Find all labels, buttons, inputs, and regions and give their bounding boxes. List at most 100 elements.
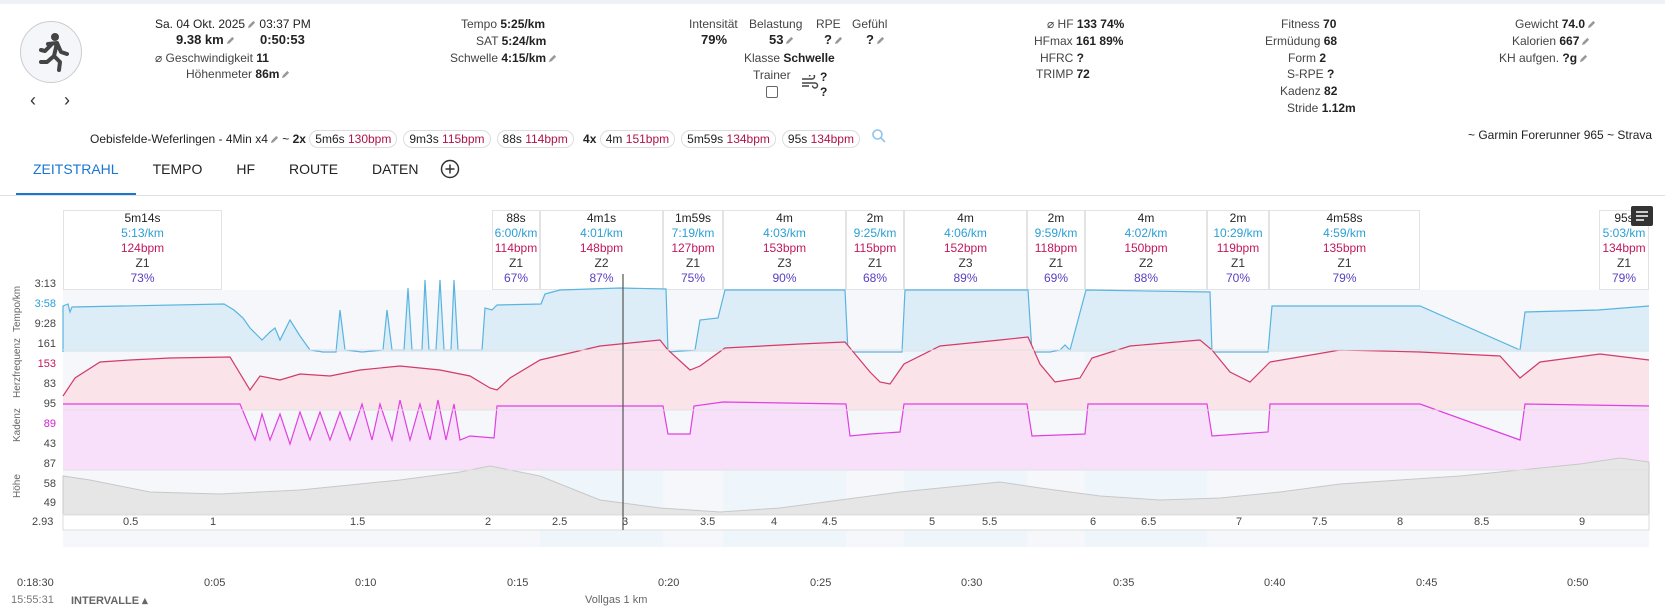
rpe-label: RPE: [816, 17, 841, 31]
altitude-tick: 49: [43, 497, 56, 509]
km-tick: 7: [1236, 516, 1243, 528]
previous-activity-button[interactable]: ‹: [30, 90, 36, 110]
km-tick: 4: [771, 516, 778, 528]
km-tick: 3: [622, 516, 629, 528]
tempo-tick: 9:28: [34, 318, 56, 330]
tempo-axis-title: Tempo/km: [12, 285, 23, 332]
cadence-graph: [63, 399, 1650, 470]
interval-tag[interactable]: 5m59s 134bpm: [681, 130, 776, 148]
edit-pencil-icon[interactable]: [876, 36, 885, 45]
tempo-area: [63, 280, 1649, 352]
km-tick: 1.5: [350, 516, 366, 528]
altitude-tick: 87: [43, 458, 56, 470]
time-tick: 0:20: [658, 577, 680, 589]
add-tab-icon[interactable]: [439, 158, 461, 180]
hf-axis-title: Herzfrequenz: [12, 337, 23, 398]
intervals-toggle[interactable]: INTERVALLE ▴: [71, 595, 148, 607]
cadence-line: [63, 399, 1650, 446]
interval-card[interactable]: 2m 10:29/km 119bpm Z1 70%: [1207, 210, 1269, 290]
class-row: Klasse Schwelle: [744, 51, 835, 65]
time-tick: 0:05: [204, 577, 226, 589]
clock-time: 15:55:31: [11, 594, 54, 606]
altitude-graph: [62, 457, 1650, 515]
band-divider: [63, 349, 1649, 515]
rpe-value[interactable]: ?: [824, 32, 843, 47]
trimp-row: TRIMP 72: [1036, 67, 1090, 81]
tab-zeitstrahl[interactable]: ZEITSTRAHL: [16, 158, 136, 195]
intensity-label: Intensität: [689, 17, 738, 31]
activity-type-avatar[interactable]: [20, 21, 82, 83]
hf-row: ⌀ HF 133 74%: [1047, 17, 1125, 31]
stride-row: Stride 1.12m: [1287, 101, 1356, 115]
time-start: 0:18:30: [17, 577, 54, 589]
activity-summary-row: Oebisfelde-Weferlingen - 4Min x4 ~ 2x 5m…: [90, 130, 866, 148]
hf-line: [62, 336, 1650, 397]
tab-daten[interactable]: DATEN: [372, 161, 419, 177]
hf-tick: 153: [37, 358, 56, 370]
interval-tag[interactable]: 5m6s 130bpm: [309, 130, 398, 148]
edit-pencil-icon[interactable]: [226, 36, 235, 45]
interval-card[interactable]: 4m 4:02/km 150bpm Z2 88%: [1085, 210, 1207, 290]
distance-value: 9.38 km: [176, 32, 235, 47]
edit-pencil-icon[interactable]: [834, 36, 843, 45]
interval-card[interactable]: 4m 4:06/km 152bpm Z3 89%: [904, 210, 1027, 290]
interval-tag[interactable]: 9m3s 115bpm: [403, 130, 491, 148]
running-icon: [39, 33, 69, 72]
duration-value: 0:50:53: [260, 32, 305, 47]
tab-hf[interactable]: HF: [236, 161, 256, 177]
interval-card[interactable]: 88s 6:00/km 114bpm Z1 67%: [492, 210, 540, 290]
hf-graph: [62, 336, 1650, 410]
tab-tempo[interactable]: TEMPO: [152, 161, 203, 177]
timeline-graphs[interactable]: [0, 200, 1665, 608]
edit-pencil-icon[interactable]: [281, 70, 290, 79]
hf-tick: 83: [43, 378, 56, 390]
km-tick: 9: [1579, 516, 1586, 528]
interval-card[interactable]: 2m 9:59/km 118bpm Z1 69%: [1027, 210, 1085, 290]
km-tick: 3.5: [700, 516, 716, 528]
interval-tag[interactable]: 88s 114bpm: [496, 130, 574, 148]
device-source[interactable]: ~ Garmin Forerunner 965 ~ Strava: [1468, 128, 1653, 142]
tab-bar: ZEITSTRAHL TEMPO HF ROUTE DATEN: [16, 158, 461, 196]
interval-card[interactable]: 4m58s 4:59/km 135bpm Z1 79%: [1269, 210, 1420, 290]
sat-row: SAT 5:24/km: [476, 34, 547, 48]
edit-pencil-icon[interactable]: [247, 20, 256, 29]
tab-route[interactable]: ROUTE: [289, 161, 339, 177]
edit-pencil-icon[interactable]: [270, 135, 279, 144]
activity-name[interactable]: Oebisfelde-Weferlingen - 4Min x4: [90, 132, 268, 146]
edit-pencil-icon[interactable]: [1587, 20, 1596, 29]
calories-row: Kalorien 667: [1512, 34, 1590, 48]
trainer-checkbox[interactable]: [766, 86, 778, 98]
edit-pencil-icon[interactable]: [548, 54, 557, 63]
hf-area: [63, 337, 1649, 410]
interval-tag[interactable]: 4m 151bpm: [599, 130, 676, 148]
edit-pencil-icon[interactable]: [1581, 37, 1590, 46]
edit-pencil-icon[interactable]: [1579, 54, 1588, 63]
tempo-tick: 3:58: [34, 298, 56, 310]
group1-count: 2x: [292, 132, 306, 146]
carbs-row: KH aufgen. ?g: [1499, 51, 1588, 65]
cadence-area: [63, 400, 1649, 470]
wind-icon[interactable]: [801, 75, 819, 89]
cadence-tick: 43: [43, 438, 56, 450]
interval-tag[interactable]: 95s 134bpm: [781, 130, 860, 148]
activity-date: Sa. 04 Okt. 2025 03:37 PM: [155, 17, 311, 31]
next-activity-button[interactable]: ›: [64, 90, 70, 110]
intensity-value: 79%: [701, 32, 728, 47]
km-tick: 2: [485, 516, 492, 528]
interval-card[interactable]: 95s 5:03/km 134bpm Z1 79%: [1599, 210, 1649, 290]
feel-value[interactable]: ?: [866, 32, 885, 47]
altitude-axis-title: Höhe: [12, 474, 23, 498]
load-value[interactable]: 53: [769, 32, 794, 47]
timeline-chart[interactable]: 5m14s 5:13/km 124bpm Z1 73% 88s 6:00/km 114bpm…: [0, 200, 1665, 608]
interval-card[interactable]: 5m14s 5:13/km 124bpm Z1 73%: [63, 210, 222, 290]
form-row: Form 2: [1288, 51, 1327, 65]
edit-pencil-icon[interactable]: [785, 36, 794, 45]
comment-icon[interactable]: [1631, 206, 1653, 226]
feel-label: Gefühl: [852, 17, 888, 31]
interval-card[interactable]: 2m 9:25/km 115bpm Z1 68%: [846, 210, 904, 290]
interval-card[interactable]: 4m 4:03/km 153bpm Z3 90%: [723, 210, 846, 290]
search-icon[interactable]: [871, 128, 887, 144]
interval-card[interactable]: 1m59s 7:19/km 127bpm Z1 75%: [663, 210, 723, 290]
time-tick: 0:35: [1113, 577, 1135, 589]
load-label: Belastung: [749, 17, 803, 31]
